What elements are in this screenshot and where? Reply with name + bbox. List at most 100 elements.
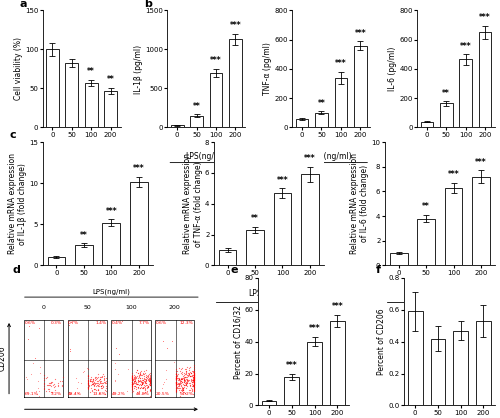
Point xyxy=(130,373,138,380)
Bar xyxy=(130,181,148,265)
Text: **: ** xyxy=(88,67,95,76)
Point xyxy=(180,381,188,388)
Text: ***: *** xyxy=(304,154,316,163)
Text: f: f xyxy=(376,265,382,275)
Text: ***: *** xyxy=(354,29,366,38)
Text: ***: *** xyxy=(276,176,288,185)
Point xyxy=(42,375,50,382)
Point xyxy=(84,380,92,386)
Point xyxy=(190,373,198,380)
Point xyxy=(136,376,144,383)
Point xyxy=(190,374,198,380)
Point xyxy=(141,377,149,384)
Point xyxy=(186,372,194,379)
Point xyxy=(138,378,146,385)
Point xyxy=(184,375,192,382)
Point xyxy=(140,390,148,397)
Point xyxy=(130,385,138,392)
Point xyxy=(146,379,154,386)
Point xyxy=(190,364,198,370)
Point xyxy=(190,370,198,377)
Point xyxy=(189,391,197,398)
Point xyxy=(54,382,62,389)
Point xyxy=(190,383,198,390)
Text: 3.2%: 3.2% xyxy=(51,392,62,396)
Point xyxy=(172,379,180,385)
Point xyxy=(187,377,195,383)
Point xyxy=(177,382,185,389)
Point xyxy=(190,379,198,386)
Point xyxy=(134,388,142,395)
Point xyxy=(181,377,189,384)
Point xyxy=(172,377,180,383)
Point xyxy=(190,373,198,380)
Point xyxy=(186,367,194,373)
Text: 0.6%: 0.6% xyxy=(156,321,167,325)
Point xyxy=(190,370,198,377)
Point xyxy=(144,376,152,382)
Bar xyxy=(390,253,407,265)
Point xyxy=(144,382,152,389)
Point xyxy=(146,375,154,381)
Point xyxy=(78,380,86,386)
Point xyxy=(130,376,138,383)
Point xyxy=(129,379,137,386)
Point xyxy=(173,368,181,375)
Point xyxy=(172,375,180,382)
Point xyxy=(188,388,196,395)
Point xyxy=(187,370,195,377)
Point xyxy=(115,350,123,357)
Point xyxy=(96,379,104,386)
Point xyxy=(180,383,188,390)
Point xyxy=(71,390,79,397)
Point xyxy=(174,380,182,387)
Point xyxy=(84,377,92,383)
Point xyxy=(84,380,92,387)
Point xyxy=(190,373,198,380)
Point xyxy=(190,373,198,380)
Point xyxy=(142,385,150,391)
Point xyxy=(144,372,152,379)
Text: 13.8%: 13.8% xyxy=(92,392,106,396)
Point xyxy=(190,376,198,383)
Point xyxy=(142,367,150,373)
Point xyxy=(97,382,105,389)
Point xyxy=(158,385,166,391)
Point xyxy=(129,387,137,394)
Point xyxy=(131,380,139,386)
Point xyxy=(128,384,136,391)
Point xyxy=(84,372,92,378)
Point xyxy=(176,377,184,384)
Point xyxy=(110,377,118,384)
Point xyxy=(184,378,192,385)
Point xyxy=(178,387,186,393)
Text: e: e xyxy=(230,265,237,275)
Point xyxy=(183,364,191,370)
Point xyxy=(178,372,186,379)
Point xyxy=(172,376,180,382)
Point xyxy=(173,384,181,391)
Point xyxy=(54,382,62,389)
Point xyxy=(190,374,198,381)
Point xyxy=(190,373,198,380)
Bar xyxy=(66,63,78,127)
Point xyxy=(146,378,154,385)
Point xyxy=(180,380,188,387)
Point xyxy=(130,382,138,389)
Point xyxy=(90,382,98,388)
Point xyxy=(100,375,108,382)
Point xyxy=(173,375,181,382)
Point xyxy=(47,382,55,389)
Point xyxy=(186,371,194,378)
Bar xyxy=(85,83,98,127)
Point xyxy=(174,382,182,389)
Text: ***: *** xyxy=(133,164,144,173)
Point xyxy=(144,377,152,384)
Point xyxy=(128,377,136,383)
Text: **: ** xyxy=(318,99,326,108)
Point xyxy=(84,379,92,386)
Point xyxy=(179,385,187,392)
Point xyxy=(183,377,191,384)
Point xyxy=(176,377,184,383)
Point xyxy=(180,382,188,389)
